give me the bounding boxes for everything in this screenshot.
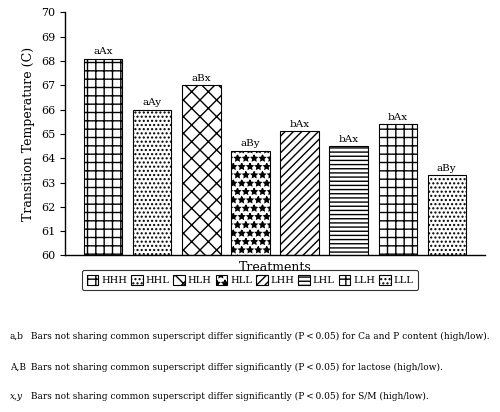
- Text: aBx: aBx: [192, 74, 211, 83]
- Text: Bars not sharing common superscript differ significantly (P < 0.05) for S/M (hig: Bars not sharing common superscript diff…: [28, 392, 428, 401]
- Bar: [428, 175, 466, 255]
- Bar: [280, 131, 318, 255]
- X-axis label: Treatments: Treatments: [238, 261, 312, 274]
- Text: x,y: x,y: [10, 392, 23, 401]
- Text: Bars not sharing common superscript differ significantly (P < 0.05) for Ca and P: Bars not sharing common superscript diff…: [28, 332, 489, 341]
- Text: a,b: a,b: [10, 332, 24, 341]
- Text: bAx: bAx: [338, 135, 358, 144]
- Bar: [84, 59, 122, 255]
- Bar: [133, 110, 172, 255]
- Bar: [378, 124, 417, 255]
- Legend: HHH, HHL, HLH, HLL, LHH, LHL, LLH, LLL: HHH, HHL, HLH, HLL, LHH, LHL, LLH, LLL: [82, 270, 418, 290]
- Bar: [182, 85, 220, 255]
- Text: Bars not sharing common superscript differ significantly (P < 0.05) for lactose : Bars not sharing common superscript diff…: [28, 363, 442, 372]
- Text: bAx: bAx: [388, 113, 408, 122]
- Bar: [330, 146, 368, 255]
- Text: aBy: aBy: [240, 140, 260, 148]
- Bar: [232, 151, 270, 255]
- Y-axis label: Transition Temperature (C): Transition Temperature (C): [22, 47, 36, 221]
- Text: aBy: aBy: [437, 164, 456, 173]
- Text: aAx: aAx: [94, 47, 113, 56]
- Text: bAx: bAx: [290, 120, 310, 129]
- Text: A,B: A,B: [10, 363, 26, 372]
- Text: aAy: aAy: [142, 98, 162, 107]
